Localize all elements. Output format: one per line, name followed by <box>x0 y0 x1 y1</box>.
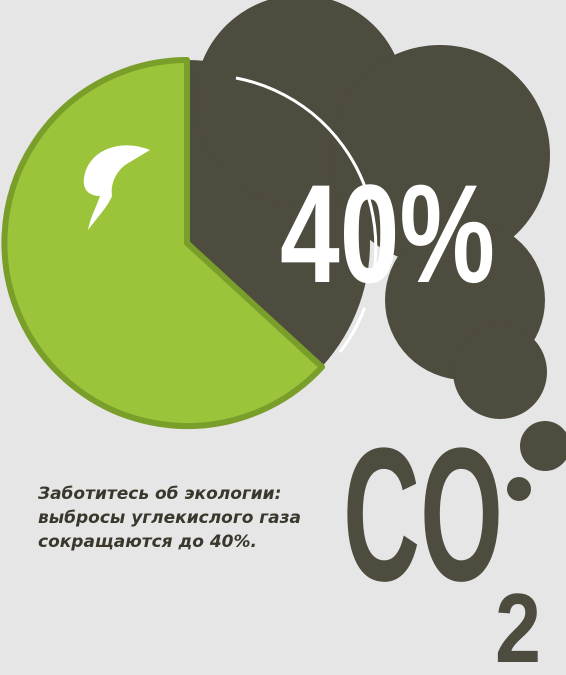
caption-line: Заботитесь об экологии: <box>37 484 281 504</box>
caption-line: сокращаются до 40%. <box>38 532 257 552</box>
caption-line: выбросы углекислого газа <box>38 508 301 528</box>
headline: 40% <box>280 155 495 312</box>
formula-main: CO <box>343 409 503 621</box>
formula-subscript: 2 <box>495 573 541 675</box>
infographic: 40% CO 2 Заботитесь об экологии: выбросы… <box>0 0 566 675</box>
